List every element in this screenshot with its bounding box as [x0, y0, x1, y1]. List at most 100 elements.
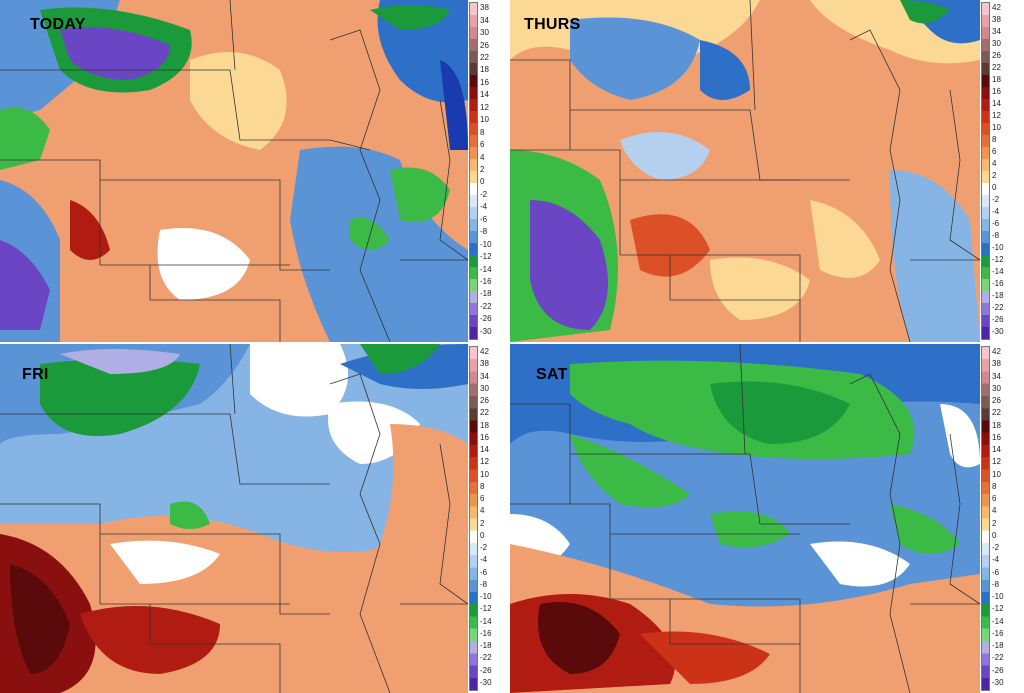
colorbar-tick-label: -16	[480, 628, 492, 638]
colorbar-tick-label: -12	[992, 255, 1004, 264]
colorbar-tick-label: 4	[480, 506, 485, 516]
colorbar-tick-label: 26	[480, 396, 489, 406]
colorbar-tick-label: -10	[480, 592, 492, 602]
colorbar-tick-label: 8	[992, 481, 997, 491]
colorbar-tick-label: -18	[480, 289, 492, 299]
colorbar-tick-label: 34	[992, 27, 1001, 36]
colorbar-tick-label: 12	[992, 111, 1001, 120]
colorbar-tick-label: 0	[480, 177, 485, 187]
colorbar-tick-label: 22	[480, 408, 489, 418]
colorbar-tick-label: 42	[992, 3, 1001, 12]
colorbar-tick-label: -12	[992, 604, 1004, 614]
colorbar-tick-label: 30	[480, 28, 489, 38]
colorbar-tick-label: 18	[480, 420, 489, 430]
colorbar-tick-label: 12	[480, 457, 489, 467]
colorbar-fri: 42 38 34 30 26 22 18 16 14 12 10 8 6 4 2 0 -2 -4 -6 -8 -10 -1…	[468, 346, 508, 691]
colorbar-tick-label: -14	[480, 264, 492, 274]
colorbar-tick-label: -4	[992, 207, 1000, 216]
colorbar-today: 38 34 30 26 22 18 16 14 12 10 8 6 4 2 0 -2 -4 -6 -8 -10 -12 -…	[468, 2, 508, 340]
temperature-anomaly-map-sat	[510, 344, 981, 693]
colorbar-tick-label: 22	[992, 408, 1001, 418]
colorbar-tick-label: 34	[480, 15, 489, 25]
colorbar-tick-label: -22	[480, 301, 492, 311]
colorbar-ticks-fri: 42 38 34 30 26 22 18 16 14 12 10 8 6 4 2 0 -2 -4 -6 -8 -10 -1…	[480, 346, 508, 689]
colorbar-tick-label: 30	[992, 39, 1001, 48]
colorbar-tick-label: -6	[480, 214, 488, 224]
colorbar-tick-label: 8	[992, 135, 997, 144]
colorbar-tick-label: 4	[480, 152, 485, 162]
colorbar-tick-label: 10	[992, 469, 1001, 479]
colorbar-sat: 42 38 34 30 26 22 18 16 14 12 10 8 6 4 2 0 -2 -4 -6 -8 -10 -1…	[980, 346, 1022, 691]
panel-label-thurs: THURS	[524, 16, 581, 33]
colorbar-tick-label: -14	[992, 616, 1004, 626]
colorbar-tick-label: -12	[480, 604, 492, 614]
colorbar-tick-label: 26	[480, 40, 489, 50]
colorbar-tick-label: -14	[480, 616, 492, 626]
colorbar-tick-label: 14	[480, 445, 489, 455]
colorbar-tick-label: 16	[480, 77, 489, 87]
colorbar-tick-label: 38	[992, 359, 1001, 369]
colorbar-tick-label: 42	[992, 347, 1001, 357]
colorbar-tick-label: -16	[992, 628, 1004, 638]
colorbar-tick-label: 42	[480, 347, 489, 357]
colorbar-tick-label: -8	[992, 579, 1000, 589]
colorbar-tick-label: 10	[480, 469, 489, 479]
colorbar-tick-label: -30	[992, 327, 1004, 336]
colorbar-tick-label: 6	[992, 494, 997, 504]
colorbar-tick-label: 6	[480, 140, 485, 150]
colorbar-tick-label: 38	[480, 359, 489, 369]
colorbar-tick-label: -4	[480, 555, 488, 565]
colorbar-tick-label: -2	[992, 543, 1000, 553]
colorbar-tick-label: 0	[992, 530, 997, 540]
colorbar-tick-label: 30	[992, 383, 1001, 393]
colorbar-tick-label: 6	[480, 494, 485, 504]
colorbar-tick-label: -14	[992, 267, 1004, 276]
colorbar-strip-sat	[981, 346, 990, 691]
colorbar-tick-label: -22	[992, 303, 1004, 312]
colorbar-tick-label: 34	[480, 371, 489, 381]
colorbar-tick-label: 16	[480, 432, 489, 442]
colorbar-tick-label: -22	[992, 653, 1004, 663]
colorbar-tick-label: 12	[992, 457, 1001, 467]
colorbar-tick-label: 12	[480, 102, 489, 112]
panel-label-fri: FRI	[22, 366, 49, 383]
colorbar-strip-today	[469, 2, 478, 340]
colorbar-tick-label: 14	[480, 90, 489, 100]
colorbar-tick-label: -18	[992, 291, 1004, 300]
panel-label-today: TODAY	[30, 16, 86, 33]
colorbar-tick-label: 2	[992, 518, 997, 528]
colorbar-tick-label: -4	[992, 555, 1000, 565]
colorbar-tick-label: -2	[480, 543, 488, 553]
colorbar-tick-label: -8	[992, 231, 1000, 240]
panel-label-sat: SAT	[536, 366, 568, 383]
colorbar-tick-label: 8	[480, 127, 485, 137]
colorbar-tick-label: 14	[992, 99, 1001, 108]
map-panel-sat: SAT 42 38 34 30 26 22 18 16 14 12 10 8 6 4 2 0 -2 -4 -6 -8-…	[510, 344, 1024, 693]
colorbar-tick-label: 6	[992, 147, 997, 156]
colorbar-tick-label: -26	[480, 665, 492, 675]
colorbar-ticks-today: 38 34 30 26 22 18 16 14 12 10 8 6 4 2 0 -2 -4 -6 -8 -10 -12 -…	[480, 2, 508, 338]
colorbar-tick-label: 2	[480, 165, 485, 174]
colorbar-tick-label: -26	[480, 314, 492, 324]
temperature-anomaly-map-fri	[0, 344, 469, 693]
colorbar-strip-fri	[469, 346, 478, 691]
colorbar-tick-label: 8	[480, 481, 485, 491]
colorbar-tick-label: 16	[992, 87, 1001, 96]
colorbar-tick-label: -4	[480, 202, 488, 212]
panel-divider-horizontal	[0, 342, 1024, 344]
colorbar-tick-label: 10	[480, 115, 489, 125]
colorbar-tick-label: 18	[992, 420, 1001, 430]
colorbar-tick-label: -16	[992, 279, 1004, 288]
colorbar-tick-label: -6	[480, 567, 488, 577]
map-panel-thurs: THURS 42 38 34 30 26 22 18 16 14 12 10 8 6 4 2 0 -2 -4 -6-…	[510, 0, 1024, 342]
colorbar-tick-label: -8	[480, 227, 488, 237]
colorbar-strip-thurs	[981, 2, 990, 340]
colorbar-tick-label: -12	[480, 252, 492, 262]
colorbar-tick-label: -26	[992, 665, 1004, 675]
colorbar-tick-label: 30	[480, 383, 489, 393]
colorbar-tick-label: 38	[992, 15, 1001, 24]
colorbar-tick-label: -30	[480, 326, 492, 336]
colorbar-tick-label: -2	[480, 189, 488, 199]
colorbar-tick-label: -10	[992, 592, 1004, 602]
colorbar-tick-label: 0	[992, 183, 997, 192]
